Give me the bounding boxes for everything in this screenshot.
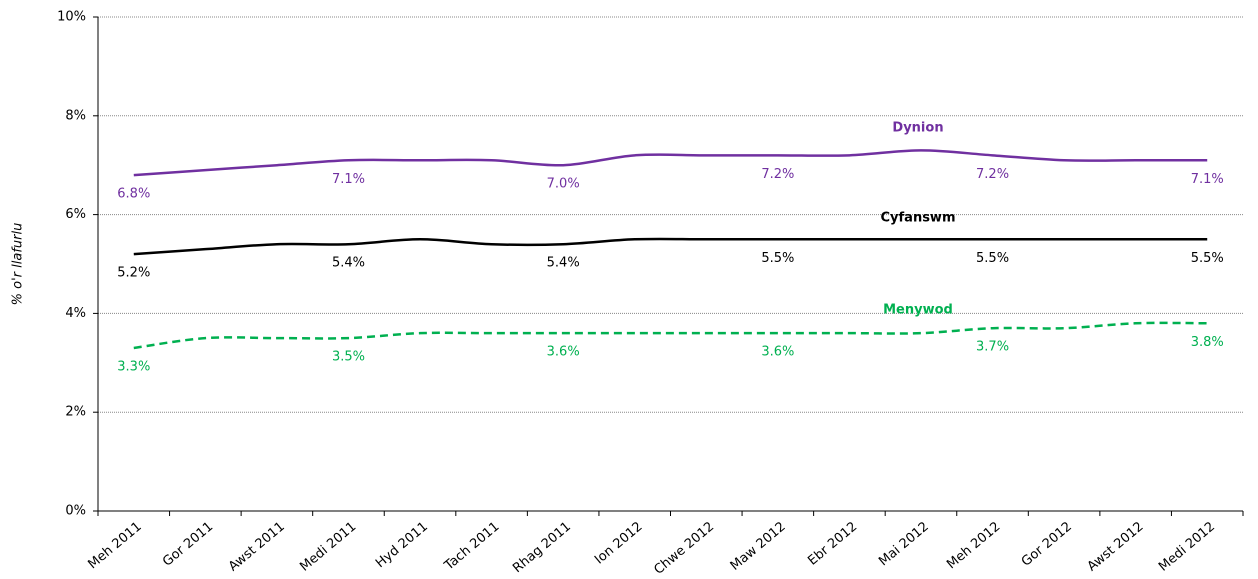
data-label: 5.4% (547, 256, 580, 271)
x-tick-label: Chwe 2012 (651, 519, 717, 578)
data-label: 3.6% (547, 345, 580, 360)
data-label: 5.4% (332, 256, 365, 271)
x-tick-label: Ebr 2012 (805, 519, 860, 568)
y-tick-label: 0% (65, 504, 86, 519)
x-tick-label: Tach 2011 (441, 519, 502, 574)
y-axis-label: % o'r llafurlu (11, 223, 26, 306)
data-label: 3.6% (761, 345, 794, 360)
y-tick-label: 6% (65, 207, 86, 222)
x-tick-label: Gor 2011 (160, 519, 216, 569)
data-label: 7.1% (1191, 172, 1224, 187)
data-label: 3.7% (976, 340, 1009, 355)
data-label: 3.8% (1191, 335, 1224, 350)
series-line (133, 321, 1208, 350)
data-label: 5.5% (761, 251, 794, 266)
y-tick-label: 8% (65, 108, 86, 123)
data-label: 7.2% (761, 167, 794, 182)
data-label: 7.0% (547, 177, 580, 192)
x-tick-label: Awst 2011 (226, 519, 288, 574)
series-line (133, 237, 1208, 256)
y-tick-label: 2% (65, 405, 86, 420)
x-tick-label: Meh 2011 (85, 519, 144, 572)
series-name: Dynion (892, 121, 943, 136)
y-tick-label: 10% (57, 10, 86, 25)
series-line (133, 149, 1208, 177)
data-label: 3.3% (117, 359, 150, 374)
data-label: 5.5% (976, 251, 1009, 266)
x-tick-label: Gor 2012 (1019, 519, 1075, 569)
data-label: 6.8% (117, 187, 150, 202)
x-tick-label: Mai 2012 (876, 519, 932, 569)
x-tick-label: Medi 2011 (297, 519, 359, 574)
x-tick-label: Rhag 2011 (510, 519, 574, 576)
x-tick-label: Ion 2012 (592, 519, 645, 567)
x-tick-label: Medi 2012 (1156, 519, 1218, 574)
series-name: Cyfanswm (881, 211, 956, 226)
series-name: Menywod (883, 303, 953, 318)
data-label: 3.5% (332, 350, 365, 365)
data-label: 5.5% (1191, 251, 1224, 266)
y-tick-label: 4% (65, 306, 86, 321)
x-tick-label: Awst 2012 (1085, 519, 1147, 574)
data-label: 7.2% (976, 167, 1009, 182)
x-tick-label: Meh 2012 (944, 519, 1003, 572)
x-tick-label: Maw 2012 (728, 519, 789, 574)
data-label: 7.1% (332, 172, 365, 187)
data-label: 5.2% (117, 266, 150, 281)
x-tick-label: Hyd 2011 (373, 519, 431, 571)
